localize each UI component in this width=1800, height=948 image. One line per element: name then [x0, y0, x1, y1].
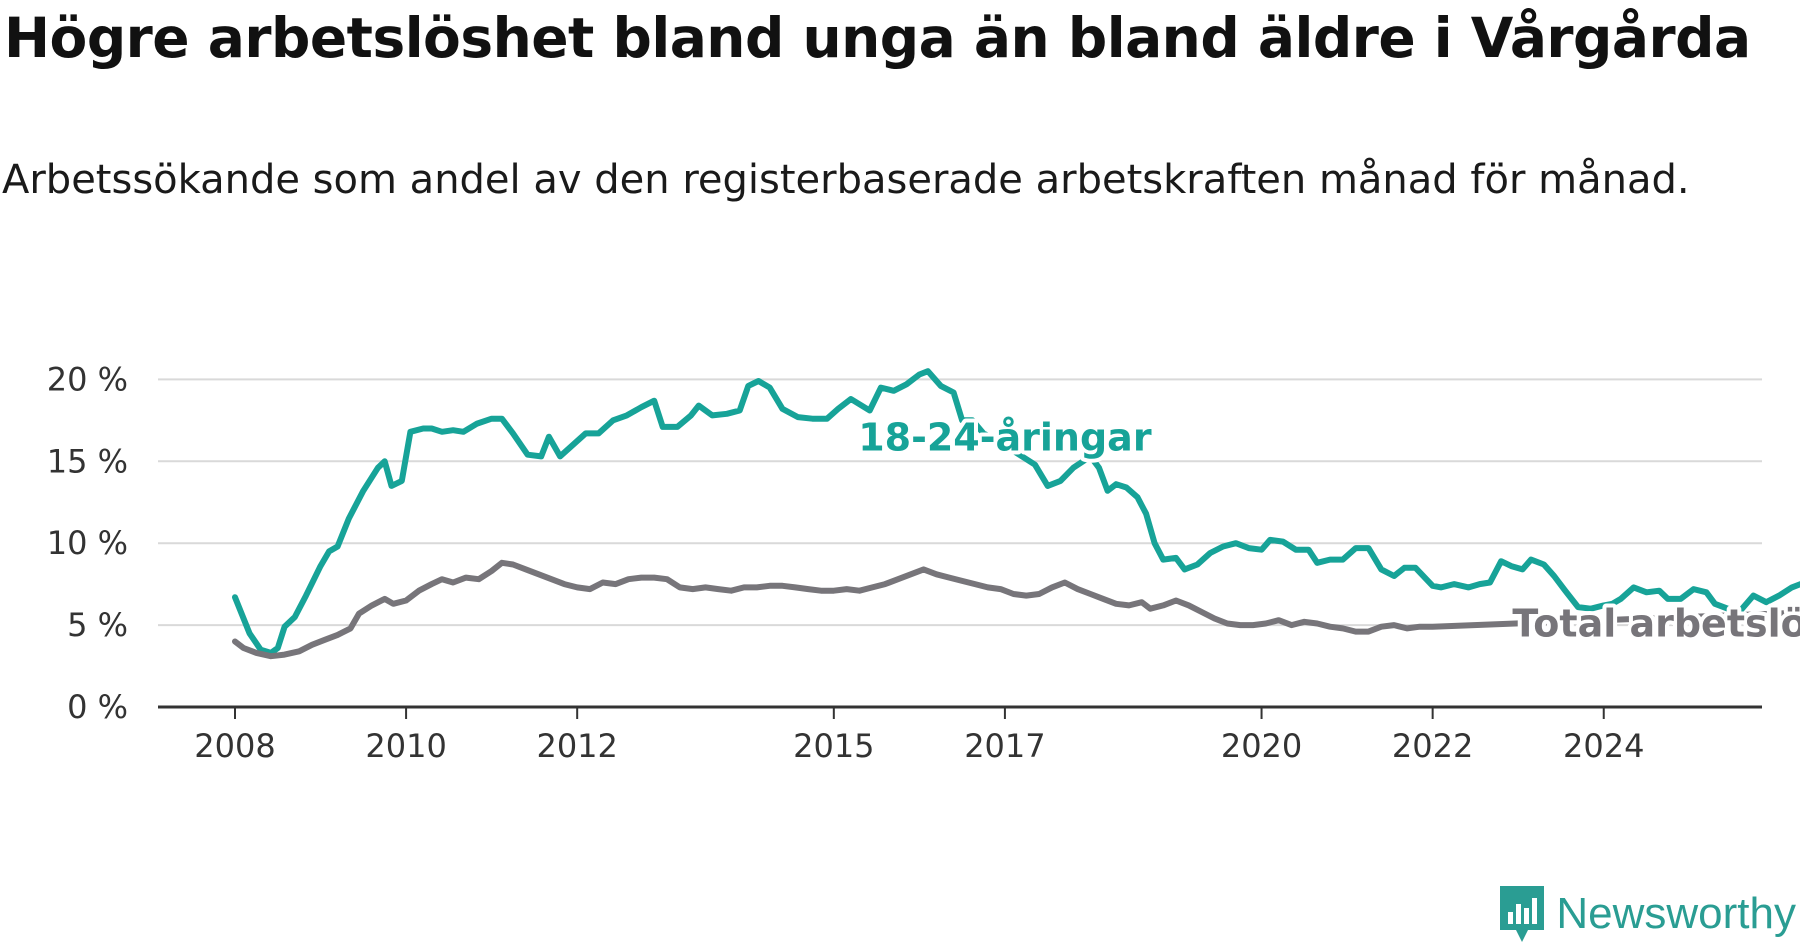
axes: 0 % 5 % 10 % 15 % 20 % 2008 2010 2012 2015 2017 20…	[47, 360, 1762, 765]
chart-title: Högre arbetslöshet bland unga än bland ä…	[4, 6, 1751, 70]
series-line-0	[232, 368, 1800, 656]
x-tick-label: 2008	[194, 727, 275, 765]
x-tick-label: 2010	[365, 727, 446, 765]
newsworthy-logo[interactable]: Newsworthy	[1498, 882, 1796, 946]
x-tick-label: 2017	[964, 727, 1045, 765]
y-tick-label: 10 %	[47, 524, 128, 562]
series-group	[232, 368, 1800, 660]
x-tick-label: 2024	[1563, 727, 1644, 765]
series-label-total: Total arbetslöshet	[1512, 602, 1800, 646]
y-tick-label: 0 %	[67, 688, 128, 726]
brand-name: Newsworthy	[1556, 889, 1796, 938]
x-tick-label: 2012	[536, 727, 617, 765]
y-tick-label: 20 %	[47, 360, 128, 398]
series-line-1	[232, 559, 1800, 660]
y-tick-label: 5 %	[67, 606, 128, 644]
x-tick-label: 2022	[1392, 727, 1473, 765]
chart-subtitle: Arbetssökande som andel av den registerb…	[2, 157, 1690, 203]
bar-chart-speech-bubble-icon	[1500, 886, 1545, 942]
x-tick-label: 2020	[1221, 727, 1302, 765]
y-tick-label: 15 %	[47, 442, 128, 480]
x-tick-label: 2015	[793, 727, 874, 765]
series-label-youth: 18-24-åringar	[858, 416, 1152, 460]
